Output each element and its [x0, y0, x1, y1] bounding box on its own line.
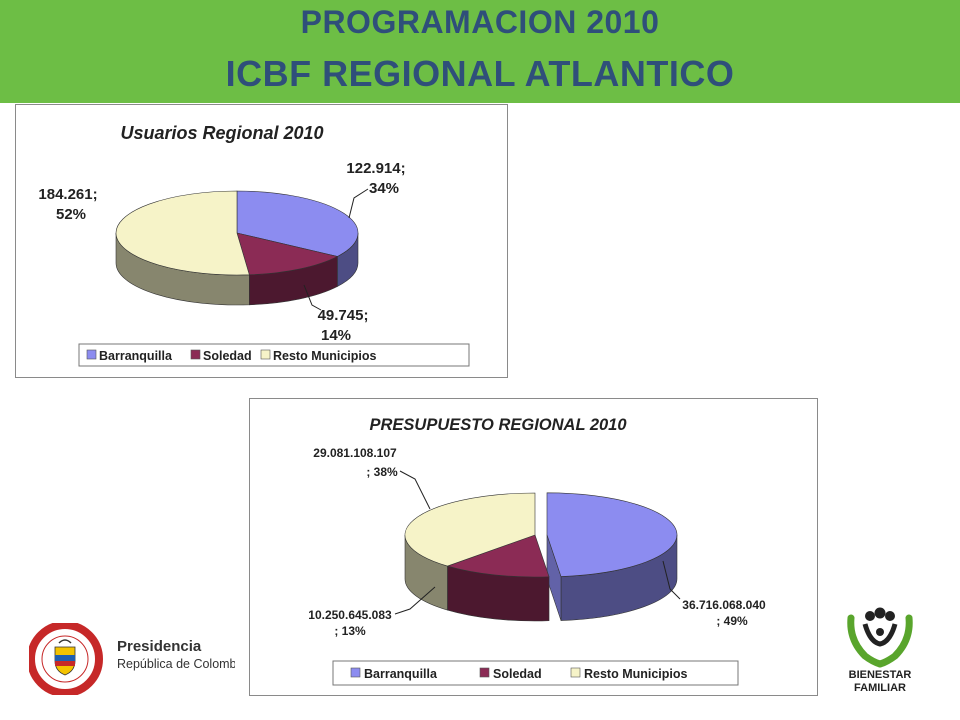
- bienestar-line2: FAMILIAR: [854, 682, 906, 694]
- title-line-2: ICBF REGIONAL ATLANTICO: [225, 53, 735, 94]
- title-line-1: PROGRAMACION 2010: [300, 4, 660, 40]
- usuarios-slice-resto: [115, 190, 250, 276]
- presidencia-name: Presidencia: [117, 638, 202, 655]
- presupuesto-legend: Barranquilla Soledad Resto Municipios: [332, 660, 739, 686]
- presupuesto-label-barranquilla-value: 36.716.068.040: [682, 598, 766, 612]
- presupuesto-leader-1: [394, 586, 436, 615]
- usuarios-legend-soledad: Soledad: [203, 349, 252, 363]
- usuarios-slice-barranquilla: [236, 190, 359, 257]
- usuarios-legend-swatch-barranquilla: [86, 349, 97, 360]
- bienestar-line1: BIENESTAR: [849, 669, 912, 681]
- presupuesto-slice-resto: [404, 492, 536, 567]
- usuarios-label-barranquilla-pct: 34%: [369, 180, 399, 197]
- usuarios-label-soledad-value: 49.745;: [318, 307, 369, 324]
- bienestar-emblem: BIENESTAR FAMILIAR: [847, 607, 913, 694]
- usuarios-leader-0: [348, 188, 369, 219]
- presidencia-seal: Presidencia República de Colombia: [27, 621, 246, 697]
- usuarios-label-resto-pct: 52%: [56, 206, 86, 223]
- presupuesto-legend-swatch-soledad: [479, 667, 490, 678]
- presupuesto-slice-soledad: [446, 534, 550, 578]
- usuarios-leader-1: [303, 284, 322, 311]
- usuarios-label-barranquilla-value: 122.914;: [346, 160, 405, 177]
- presupuesto-label-resto-pct: ; 38%: [366, 465, 398, 479]
- usuarios-legend-swatch-resto: [260, 349, 271, 360]
- presupuesto-slice-barranquilla: [546, 492, 678, 577]
- presidencia-logo: Presidencia República de Colombia: [27, 621, 246, 697]
- usuarios-legend-barranquilla: Barranquilla: [99, 349, 173, 363]
- usuarios-chart-title: Usuarios Regional 2010: [120, 123, 323, 143]
- presupuesto-label-barranquilla-pct: ; 49%: [716, 614, 748, 628]
- title-banner: PROGRAMACION 2010 ICBF REGIONAL ATLANTIC…: [0, 0, 960, 103]
- usuarios-label-soledad-pct: 14%: [321, 327, 351, 344]
- presupuesto-legend-swatch-barranquilla: [350, 667, 361, 678]
- presupuesto-pie-chart: PRESUPUESTO REGIONAL 2010 36.716.068.040…: [308, 416, 766, 686]
- presupuesto-label-soledad-pct: ; 13%: [334, 624, 366, 638]
- usuarios-label-resto-value: 184.261;: [38, 186, 97, 203]
- presupuesto-leader-2: [399, 470, 431, 510]
- usuarios-legend-box: [78, 343, 470, 367]
- usuarios-legend-resto: Resto Municipios: [273, 349, 377, 363]
- usuarios-pie-chart: Usuarios Regional 2010 122.914; 34% 49.7…: [38, 123, 470, 367]
- presupuesto-legend-barranquilla: Barranquilla: [364, 667, 438, 681]
- usuarios-legend: Barranquilla Soledad Resto Municipios: [78, 343, 470, 367]
- usuarios-chart-panel: Usuarios Regional 2010 122.914; 34% 49.7…: [15, 104, 508, 378]
- presupuesto-chart-panel: PRESUPUESTO REGIONAL 2010 36.716.068.040…: [249, 398, 818, 696]
- presupuesto-legend-box: [332, 660, 739, 686]
- usuarios-legend-swatch-soledad: [190, 349, 201, 360]
- presupuesto-legend-soledad: Soledad: [493, 667, 542, 681]
- presupuesto-chart-title: PRESUPUESTO REGIONAL 2010: [369, 416, 627, 434]
- presupuesto-legend-swatch-resto: [570, 667, 581, 678]
- presupuesto-label-soledad-value: 10.250.645.083: [308, 608, 392, 622]
- presupuesto-leader-0: [662, 560, 681, 600]
- presupuesto-legend-resto: Resto Municipios: [584, 667, 688, 681]
- presidencia-subtitle: República de Colombia: [117, 657, 235, 671]
- presupuesto-label-resto-value: 29.081.108.107: [313, 446, 397, 460]
- usuarios-slice-soledad: [236, 232, 339, 276]
- bienestar-familiar-logo: BIENESTAR FAMILIAR: [843, 604, 917, 694]
